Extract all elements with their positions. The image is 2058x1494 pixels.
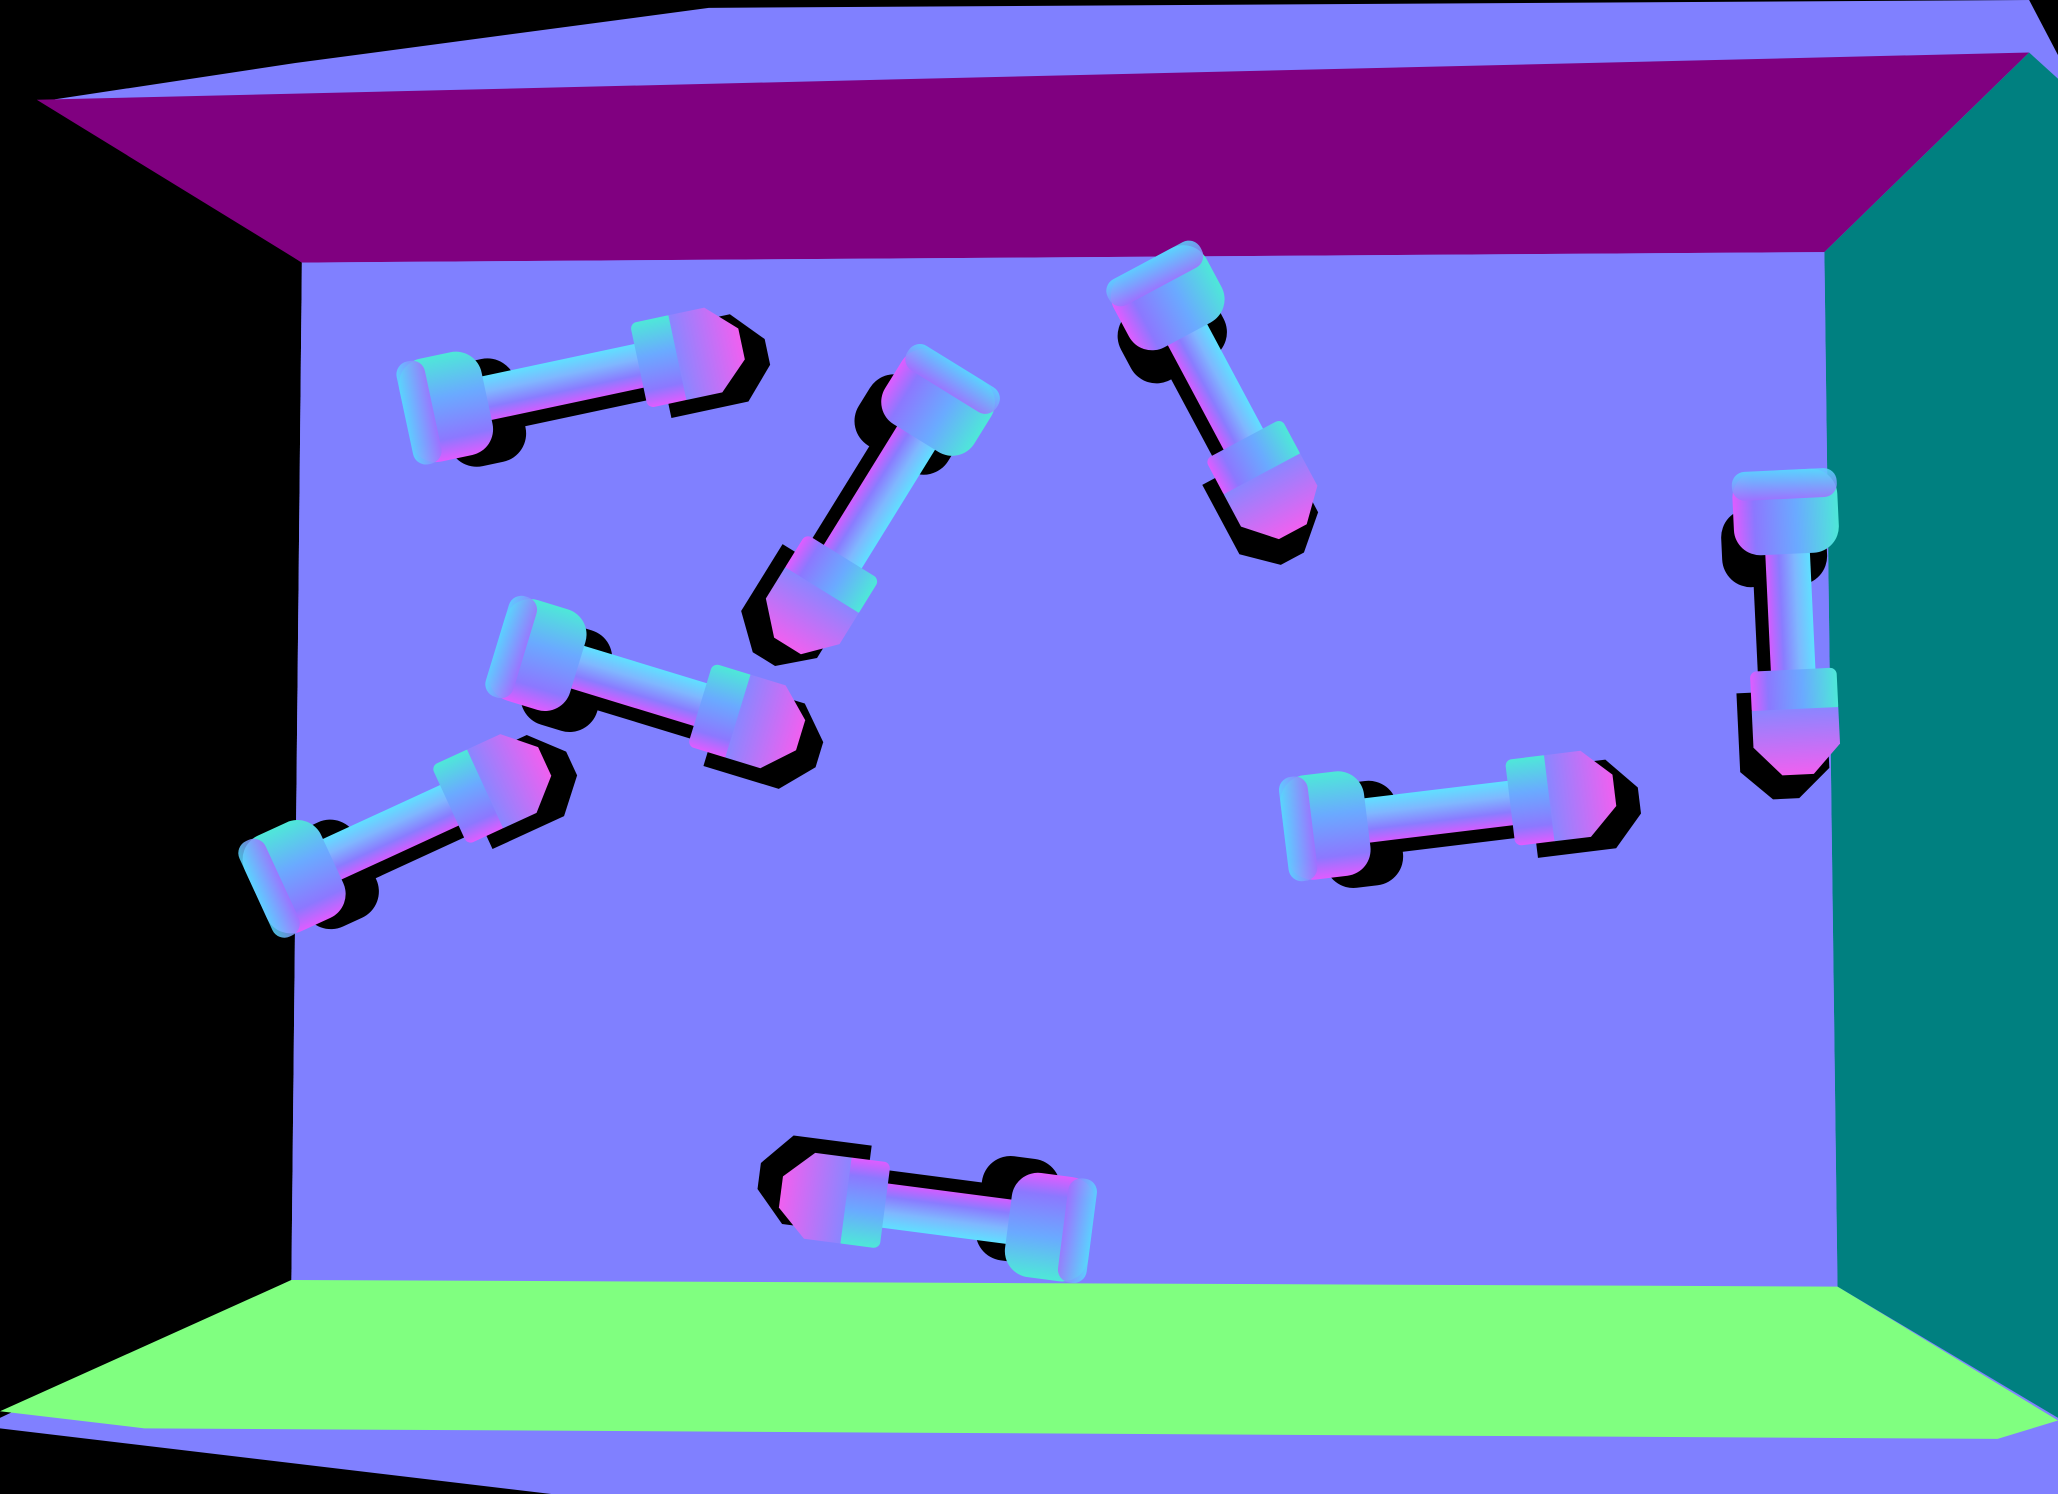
bolt-head-cap [1731, 468, 1837, 501]
bolt-tip [1223, 453, 1318, 540]
bolt-shaft [1359, 777, 1542, 844]
right-wall [1824, 52, 2058, 1418]
bolt-collar [1505, 755, 1559, 846]
bolt-2 [741, 343, 1000, 667]
bolt-1 [396, 307, 771, 467]
bolt-head-cap [1278, 776, 1318, 882]
bolt-5 [485, 595, 824, 789]
bolt-collar [836, 1157, 890, 1248]
bolt-head-cap [905, 343, 1000, 414]
bolt-3 [1106, 240, 1319, 565]
bolt-shaft [853, 1179, 1017, 1245]
bolt-head-cap [485, 595, 538, 699]
bolt-shaft [808, 421, 938, 593]
bolt-tip [1751, 706, 1841, 776]
bolt-shaft [566, 644, 735, 735]
bolt-tip [778, 1152, 852, 1244]
bolt-collar [784, 536, 878, 615]
bolt-shaft [477, 337, 672, 422]
bolt-6 [238, 734, 578, 938]
bolt-tip [668, 307, 745, 400]
back-wall [291, 252, 1838, 1287]
bolt-head-cap [396, 360, 442, 465]
bolt-collar [1207, 420, 1301, 497]
bolt-tip [1543, 750, 1617, 842]
bolt-head-cap [238, 838, 300, 938]
bolt-7 [1278, 750, 1641, 889]
bolt-8 [757, 1135, 1097, 1284]
bolts-group [238, 240, 1841, 1284]
bolt-head-cap [1106, 240, 1204, 307]
bolt-shaft [1765, 547, 1817, 700]
bolt-head-cap [1057, 1178, 1097, 1284]
bolt-collar [1750, 667, 1839, 717]
floor [0, 1280, 2058, 1439]
bolt-shaft [318, 772, 485, 882]
bolt-4 [1721, 468, 1841, 800]
bolt-collar [433, 749, 506, 843]
bolt-tip [765, 567, 859, 655]
ceiling [36, 52, 2030, 263]
bolt-tip [466, 734, 552, 829]
left-wall [0, 63, 302, 1418]
bolt-tip [725, 674, 806, 769]
